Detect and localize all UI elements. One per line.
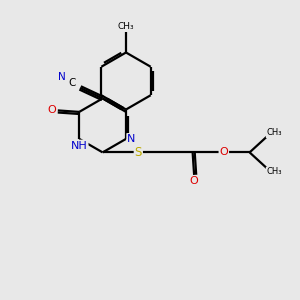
Text: CH₃: CH₃ [266,167,282,176]
Text: CH₃: CH₃ [266,128,282,137]
Text: O: O [48,105,57,116]
Text: NH: NH [71,140,88,151]
Text: O: O [219,147,228,158]
Text: O: O [190,176,199,186]
Text: N: N [127,134,136,144]
Text: S: S [135,146,142,159]
Text: N: N [58,72,65,82]
Text: CH₃: CH₃ [118,22,134,31]
Text: C: C [68,77,75,88]
